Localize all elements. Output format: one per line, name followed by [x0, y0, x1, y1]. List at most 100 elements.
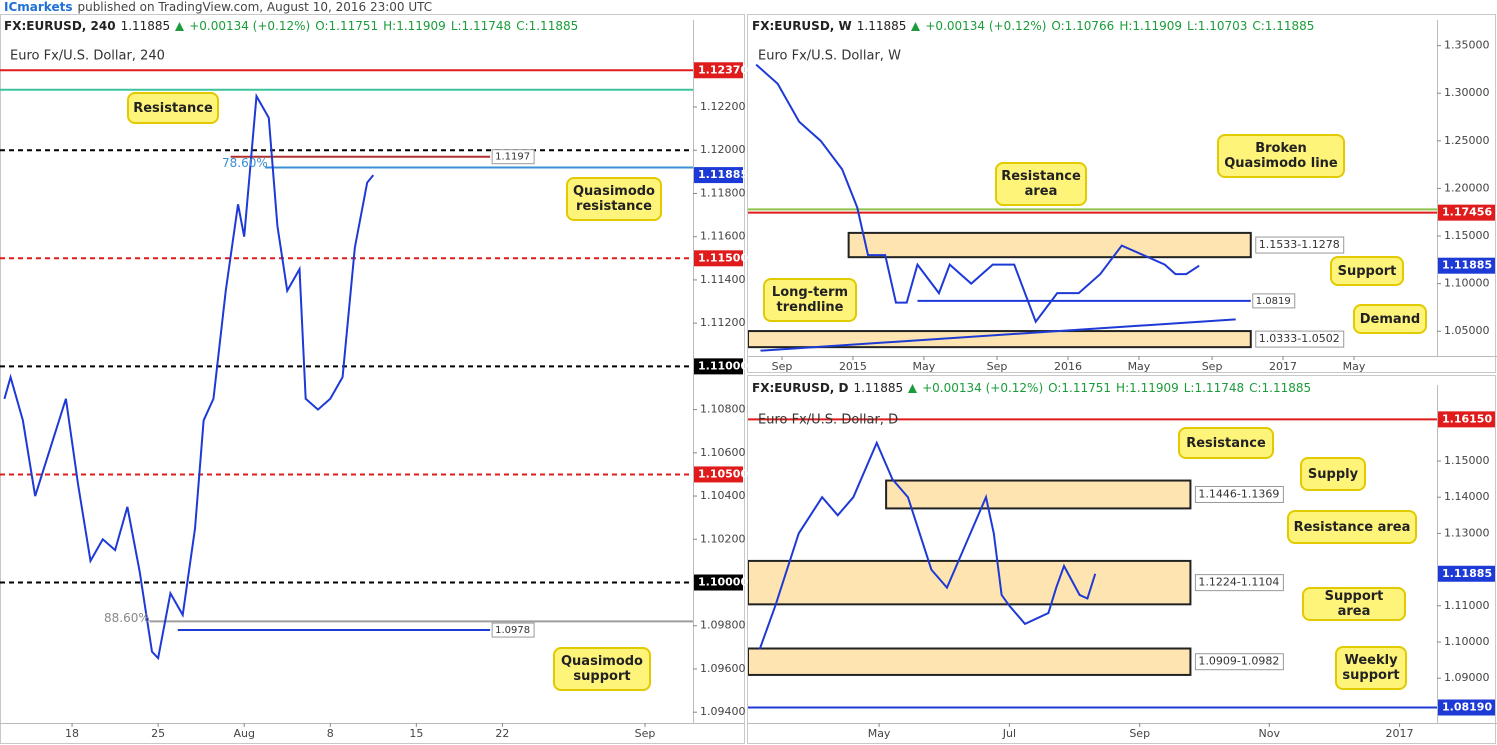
y-tick-label: 1.10000: [1444, 277, 1490, 290]
x-tick-label: Aug: [233, 727, 254, 740]
price-level-label: 1.17456: [1442, 206, 1492, 219]
x-tick-label: May: [868, 727, 891, 740]
annotation-text: Resistance area: [1001, 169, 1081, 199]
x-tick-label: May: [913, 360, 936, 373]
annotation: Support: [1330, 256, 1404, 286]
plot-area: [748, 418, 1437, 709]
price-level-box: [1438, 411, 1495, 428]
zone-label-box: [1255, 236, 1345, 254]
legend-change: +0.00134 (+0.12%): [922, 381, 1044, 395]
up-arrow-icon: [908, 383, 918, 393]
zone: [748, 330, 1252, 349]
brand: ICmarkets: [4, 0, 73, 14]
price-level-label: 1.16150: [1442, 412, 1492, 425]
panel: 1.05000 1.10000 1.15000 1.20000 1.25000 1.300…: [748, 20, 1497, 373]
panel-border: [0, 14, 745, 744]
y-tick-label: 1.10600: [700, 446, 746, 459]
publish-header: ICmarkets published on TradingView.com, …: [4, 0, 432, 14]
y-tick-label: 1.15000: [1444, 454, 1490, 467]
annotation-text: Resistance: [1186, 435, 1266, 451]
annotation-text: Support area: [1324, 589, 1384, 619]
y-tick-label: 1.20000: [1444, 181, 1490, 194]
annotation-text: Resistance area: [1293, 519, 1411, 535]
y-tick-label: 1.05000: [1444, 324, 1490, 337]
trendline: [760, 318, 1236, 352]
y-tick-label: 1.09400: [700, 705, 746, 718]
line-label: 1.0819: [1256, 296, 1291, 307]
x-tick-label: 2015: [839, 360, 867, 373]
publish-text: published on TradingView.com, August 10,…: [77, 0, 433, 14]
x-tick-label: Sep: [1202, 360, 1223, 373]
price-level-box: [1438, 699, 1495, 716]
x-tick-label: 2016: [1054, 360, 1082, 373]
x-tick-label: Sep: [635, 727, 656, 740]
x-tick-label: 8: [327, 727, 334, 740]
annotation-text: Broken Quasimodo line: [1224, 141, 1338, 171]
x-tick-label: Sep: [772, 360, 793, 373]
y-tick-label: 1.14000: [1444, 490, 1490, 503]
legend-last: 1.11885: [856, 19, 907, 33]
x-tick-label: 25: [151, 727, 165, 740]
line-label-box: [1252, 293, 1296, 309]
y-tick-label: 1.11800: [700, 186, 746, 199]
x-tick-label: Sep: [1129, 727, 1150, 740]
price-level-box: [694, 358, 743, 375]
annotation-text: Quasimodo support: [561, 654, 643, 684]
plot-area: [748, 63, 1437, 352]
legend-high: H:1.11909: [1116, 381, 1179, 395]
zone-label: 1.1446-1.1369: [1198, 487, 1279, 500]
up-arrow-icon: [911, 21, 921, 31]
y-tick-label: 1.11000: [1444, 599, 1490, 612]
annotation: Demand: [1353, 304, 1427, 334]
price-level-label: 1.11000: [698, 359, 748, 372]
annotation: Long-term trendline: [763, 278, 857, 322]
panel: 1.09400 1.09600 1.09800 1.10200 1.10400 1.106…: [0, 20, 748, 740]
up-arrow-icon: [175, 21, 185, 31]
x-tick-label: 15: [409, 727, 423, 740]
price-level-label: 1.11885: [1442, 259, 1492, 272]
y-tick-label: 1.13000: [1444, 526, 1490, 539]
y-tick-label: 1.35000: [1444, 39, 1490, 52]
chart-legend: FX:EURUSD, W 1.11885 +0.00134 (+0.12%) O:1.…: [752, 19, 1314, 33]
up-arrow: [911, 21, 921, 31]
legend-symbol: FX:EURUSD, 240: [4, 19, 116, 33]
zone-label-box: [1194, 653, 1284, 671]
chart-legend: FX:EURUSD, D 1.11885 +0.00134 (+0.12%) O:1.…: [752, 381, 1311, 395]
annotation: Quasimodo resistance: [566, 177, 662, 221]
legend-symbol: FX:EURUSD, W: [752, 19, 852, 33]
line-label: 1.1197: [495, 152, 530, 163]
legend-change: +0.00134 (+0.12%): [925, 19, 1047, 33]
annotation: Quasimodo support: [553, 647, 651, 691]
chart-title: Euro Fx/U.S. Dollar, W: [758, 49, 901, 64]
legend-low: L:1.10703: [1187, 19, 1248, 33]
panel-border: [747, 375, 1496, 744]
price-line: [755, 63, 1200, 324]
y-tick-label: 1.10400: [700, 489, 746, 502]
price-level-label: 1.11885: [698, 168, 748, 181]
annotation-text: Weekly support: [1342, 653, 1400, 683]
line-label: 1.0978: [495, 625, 530, 636]
legend-low: L:1.11748: [450, 19, 512, 33]
legend-open: O:1.11751: [315, 19, 379, 33]
annotation-text: Quasimodo resistance: [573, 184, 655, 214]
y-tick-label: 1.10800: [700, 403, 746, 416]
annotation-text: Long-term trendline: [771, 285, 849, 315]
zone: [748, 559, 1192, 606]
y-tick-label: 1.10000: [1444, 635, 1490, 648]
chart-title: Euro Fx/U.S. Dollar, D: [758, 413, 898, 428]
legend-low: L:1.11748: [1183, 381, 1245, 395]
y-tick-label: 1.11600: [700, 230, 746, 243]
annotation: Resistance area: [995, 162, 1087, 206]
zone: [885, 479, 1192, 510]
chart-legend: FX:EURUSD, 240 1.11885 +0.00134 (+0.12%) O:…: [4, 19, 578, 33]
legend-open: O:1.10766: [1051, 19, 1115, 33]
x-tick-label: 18: [65, 727, 79, 740]
fib-label: 78.60%: [222, 156, 268, 170]
up-arrow: [908, 383, 918, 393]
legend-close: C:1.11885: [1249, 381, 1312, 395]
annotation-text: Resistance: [133, 100, 213, 116]
price-level-box: [694, 167, 743, 184]
price-level-box: [694, 466, 743, 483]
y-tick-label: 1.12000: [700, 143, 746, 156]
price-level-box: [694, 62, 743, 79]
